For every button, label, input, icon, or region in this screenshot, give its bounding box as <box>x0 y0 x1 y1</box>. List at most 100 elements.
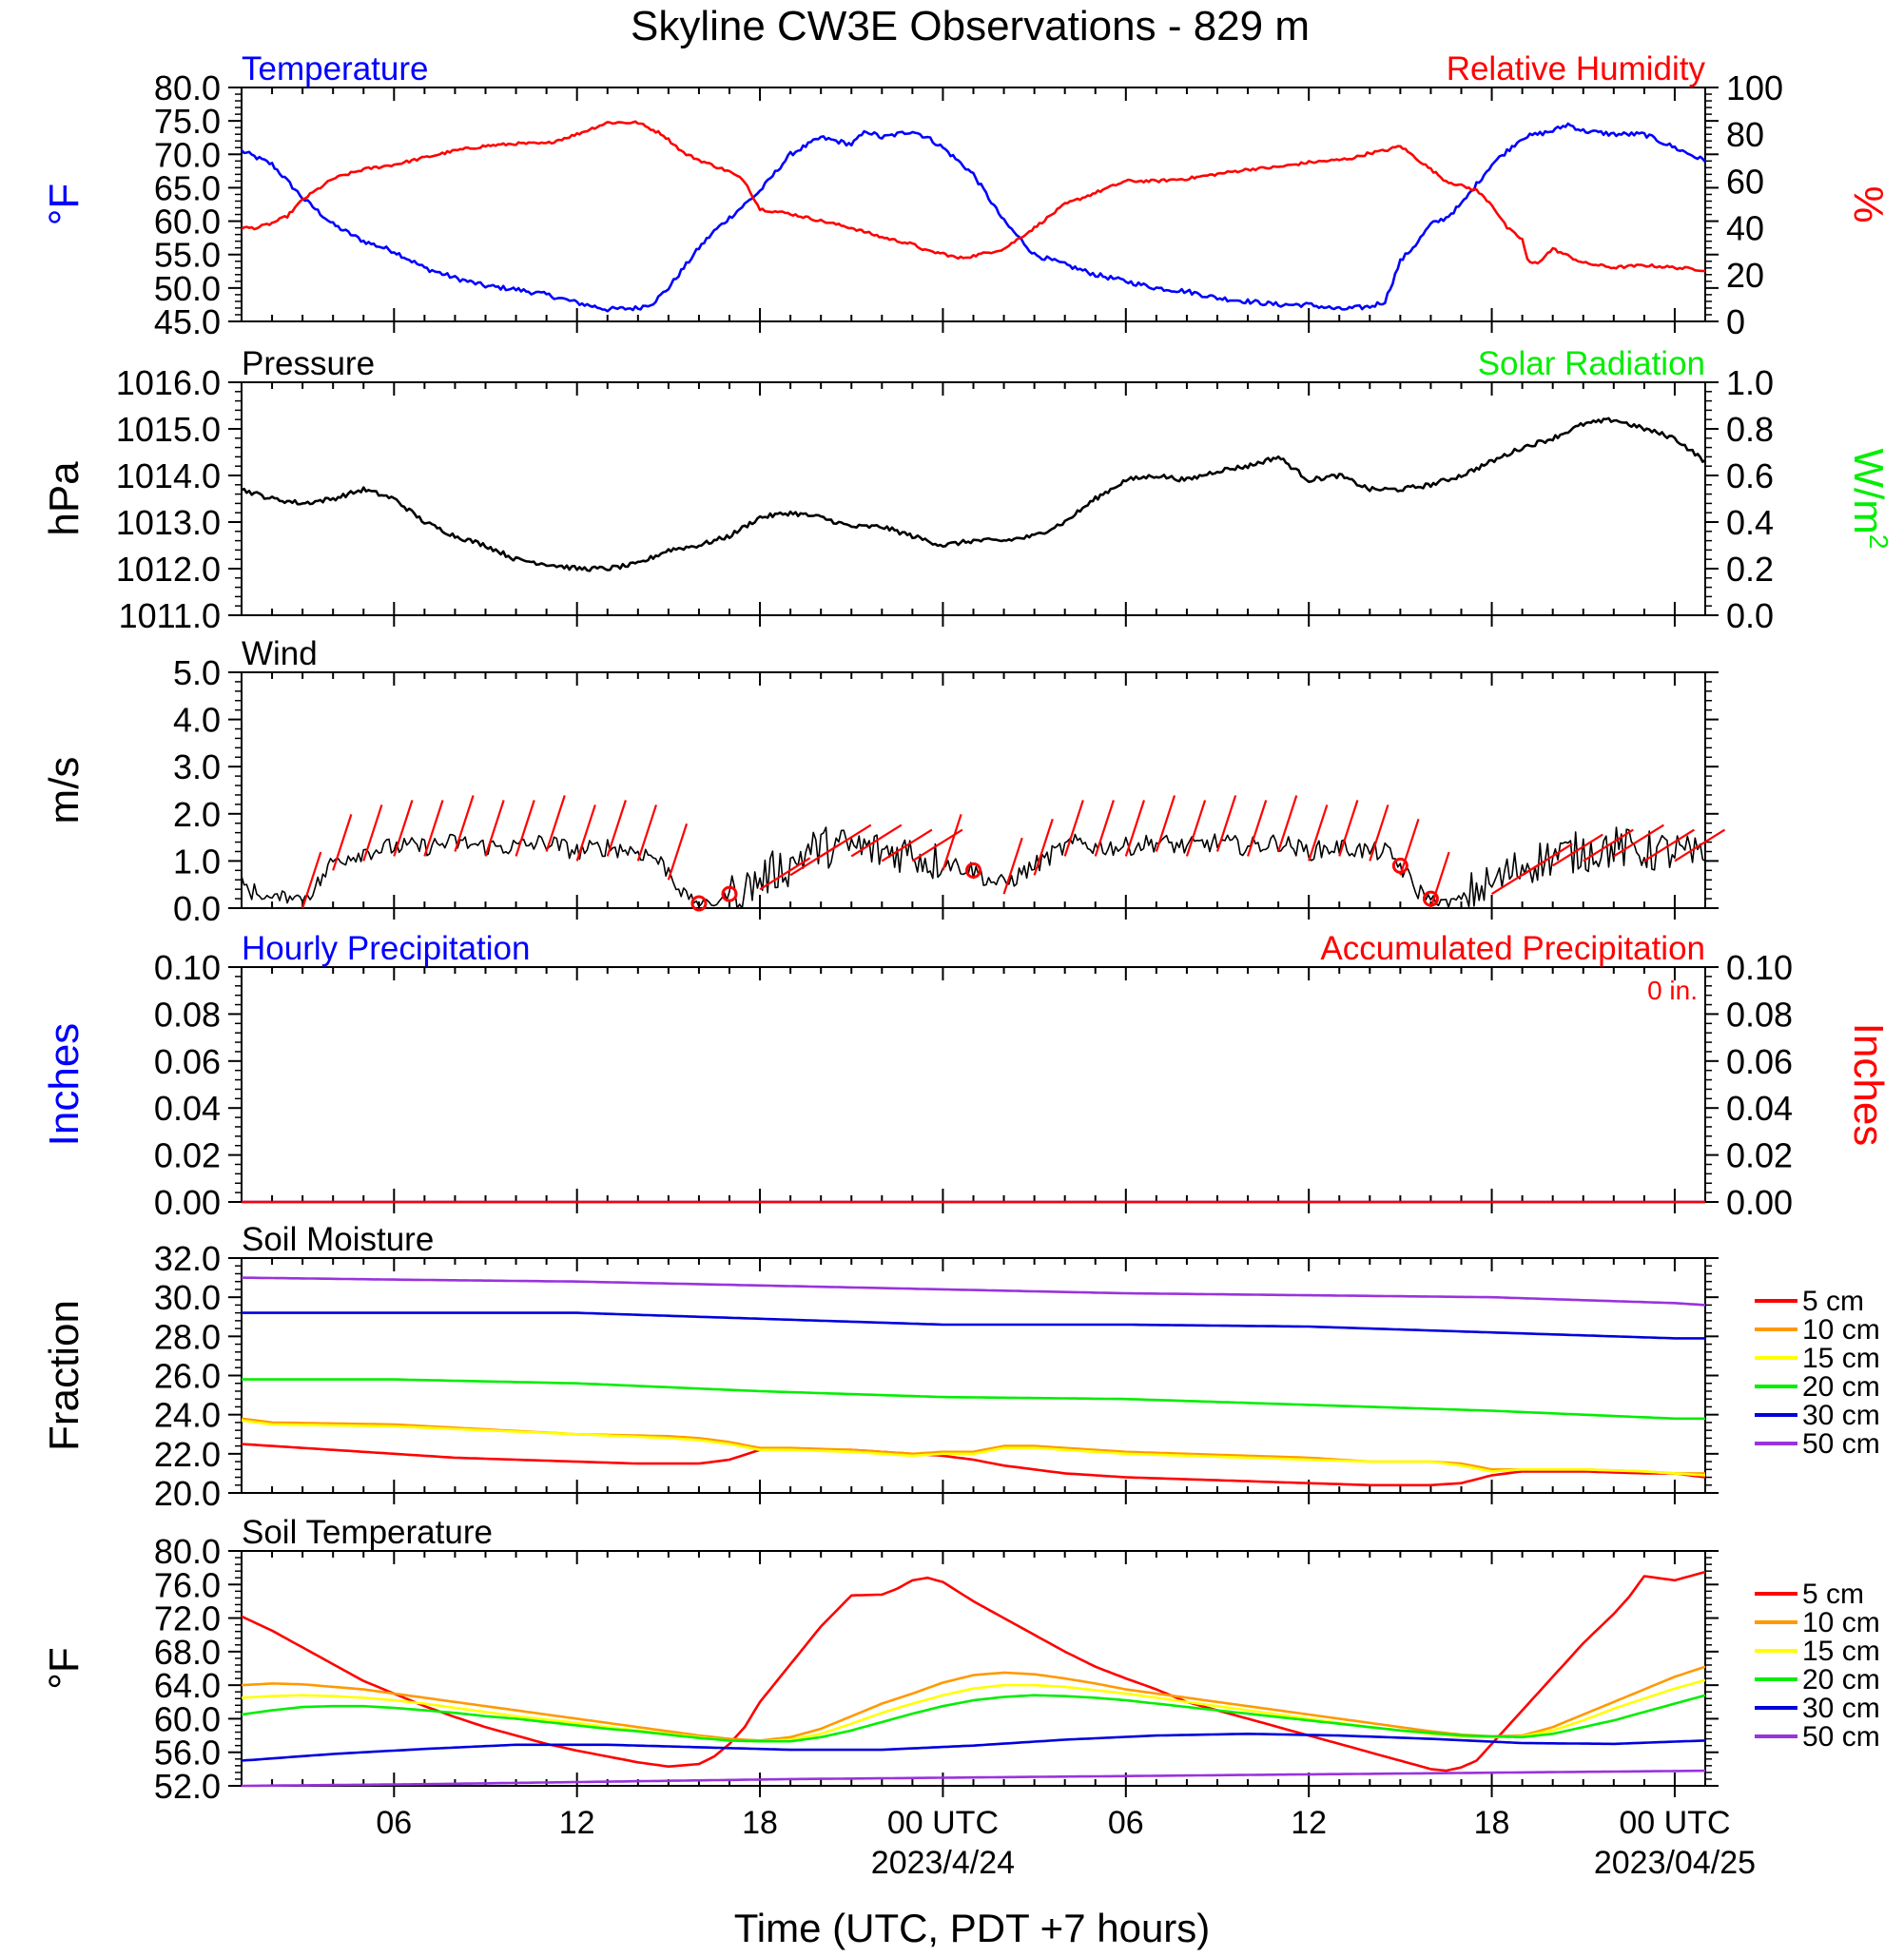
series-line-relative-humidity <box>241 120 1706 273</box>
wind-barb <box>1429 851 1450 909</box>
series-line-pressure <box>241 417 1706 572</box>
series-line-50-cm <box>242 1769 1706 1788</box>
y-tick-label-left: 1016.0 <box>116 363 221 402</box>
y-tick-label-left: 24.0 <box>154 1396 221 1435</box>
wind-barb <box>515 800 535 857</box>
y-tick-label-left: 4.0 <box>173 701 221 740</box>
x-date-label: 2023/04/25 <box>1594 1845 1756 1881</box>
y-tick-label-left: 1014.0 <box>116 456 221 495</box>
y-axis-title-right: Inches <box>1845 1023 1892 1147</box>
panel-pressure: 1016.0 1015.0 1014.0 1013.0 1012.0 1011.0 1.0 0… <box>41 345 1894 635</box>
wind-barb <box>667 823 689 881</box>
panel-title-left: Temperature <box>242 50 428 87</box>
legend-label-20-cm: 20 cm <box>1802 1371 1880 1403</box>
y-tick-label-left: 1015.0 <box>116 410 221 449</box>
legend-label-15-cm: 15 cm <box>1802 1636 1880 1667</box>
wind-barb <box>1338 800 1359 857</box>
y-tick-label-left: 68.0 <box>154 1633 221 1672</box>
y-tick-label-right: 60 <box>1726 162 1764 201</box>
legend-label-5-cm: 5 cm <box>1802 1286 1864 1317</box>
wind-barb <box>606 800 627 857</box>
legend-label-10-cm: 10 cm <box>1802 1314 1880 1346</box>
y-tick-label-left: 64.0 <box>154 1666 221 1705</box>
y-tick-label-right: 0.0 <box>1726 596 1774 635</box>
y-tick-label-left: 2.0 <box>173 795 221 834</box>
panel-soil_moisture: 32.030.028.026.024.022.020.0 Soil Moistur… <box>41 1221 1880 1513</box>
y-tick-label-right: 20 <box>1726 256 1764 295</box>
series-line-10-cm <box>241 1417 1705 1475</box>
y-tick-label-right: 0.06 <box>1726 1042 1793 1081</box>
y-axis-title-left: Inches <box>41 1023 87 1147</box>
y-tick-label-left: 0.0 <box>173 889 221 928</box>
y-tick-label-left: 56.0 <box>154 1734 221 1773</box>
y-tick-label-left: 75.0 <box>154 102 221 141</box>
wind-barb <box>1155 795 1176 852</box>
legend-label-5-cm: 5 cm <box>1802 1579 1864 1610</box>
panel-title-right: Relative Humidity <box>1447 50 1706 87</box>
y-tick-label-left: 60.0 <box>154 203 221 242</box>
legend-label-30-cm: 30 cm <box>1802 1400 1880 1431</box>
panel-title-right: Accumulated Precipitation <box>1320 930 1705 967</box>
y-tick-label-left: 30.0 <box>154 1278 221 1317</box>
wind-barb <box>1002 837 1023 895</box>
legend-label-50-cm: 50 cm <box>1802 1721 1880 1753</box>
panel-title-left: Soil Moisture <box>242 1221 434 1258</box>
calm-wind-marker <box>721 885 738 902</box>
wind-barb <box>362 804 383 862</box>
y-axis-title-left: m/s <box>41 757 87 824</box>
y-tick-label-left: 1012.0 <box>116 550 221 589</box>
y-tick-label-left: 76.0 <box>154 1565 221 1604</box>
y-tick-label-left: 0.04 <box>154 1089 221 1128</box>
series-line-20-cm <box>241 1694 1706 1743</box>
wind-barb <box>636 804 658 862</box>
series-line-temperature <box>241 122 1706 313</box>
series-line-10-cm <box>241 1665 1706 1742</box>
x-axis-title: Time (UTC, PDT +7 hours) <box>734 1906 1211 1950</box>
wind-barb <box>423 800 444 857</box>
wind-barb <box>1308 804 1329 862</box>
y-tick-label-left: 70.0 <box>154 135 221 174</box>
y-tick-label-right: 0.00 <box>1726 1183 1793 1222</box>
panel-wind: 5.0 4.0 3.0 2.0 1.0 0.0 Wind m/s <box>41 635 1726 928</box>
wind-barb <box>575 804 596 862</box>
series-line-5-cm <box>241 1570 1706 1773</box>
figure-title: Skyline CW3E Observations - 829 m <box>631 3 1310 49</box>
x-tick-label: 12 <box>559 1805 595 1841</box>
y-tick-label-left: 80.0 <box>154 1532 221 1571</box>
y-tick-label-right: 0 <box>1726 302 1745 341</box>
x-tick-label: 18 <box>1474 1805 1510 1841</box>
calm-wind-marker <box>1422 890 1439 907</box>
wind-barb <box>1674 828 1726 862</box>
y-tick-label-left: 26.0 <box>154 1357 221 1396</box>
wind-barb <box>1522 843 1573 877</box>
legend-label-10-cm: 10 cm <box>1802 1607 1880 1638</box>
series-line-50-cm <box>241 1276 1706 1307</box>
wind-barb <box>942 814 962 871</box>
y-tick-label-left: 3.0 <box>173 747 221 786</box>
wind-barb <box>1063 800 1084 857</box>
wind-barb <box>484 800 505 857</box>
y-axis-title-superscript: 2 <box>1864 534 1894 550</box>
y-tick-label-right: 0.02 <box>1726 1136 1793 1175</box>
series-line-20-cm <box>242 1378 1705 1421</box>
series-line-30-cm <box>241 1733 1706 1762</box>
y-tick-label-left: 0.08 <box>154 995 221 1034</box>
panel-title-right: Solar Radiation <box>1478 345 1705 382</box>
y-tick-label-left: 22.0 <box>154 1435 221 1474</box>
y-tick-label-right: 0.2 <box>1726 550 1774 589</box>
x-tick-label: 06 <box>1108 1805 1144 1841</box>
x-tick-label: 18 <box>742 1805 778 1841</box>
y-tick-label-left: 1.0 <box>173 842 221 881</box>
wind-barb <box>1643 828 1696 862</box>
wind-barb <box>454 795 475 852</box>
legend-label-15-cm: 15 cm <box>1802 1343 1880 1374</box>
y-tick-label-right: 0.04 <box>1726 1089 1793 1128</box>
plot-frame <box>241 87 1706 322</box>
wind-barb <box>1124 800 1146 857</box>
accumulated-total-label: 0 in. <box>1647 976 1698 1005</box>
panel-soil_temp: 80.076.072.068.064.060.056.052.0 Soil Tem… <box>41 1514 1880 1806</box>
y-tick-label-left: 1011.0 <box>119 596 221 635</box>
wind-barb <box>1613 823 1664 858</box>
x-tick-label: 12 <box>1291 1805 1327 1841</box>
